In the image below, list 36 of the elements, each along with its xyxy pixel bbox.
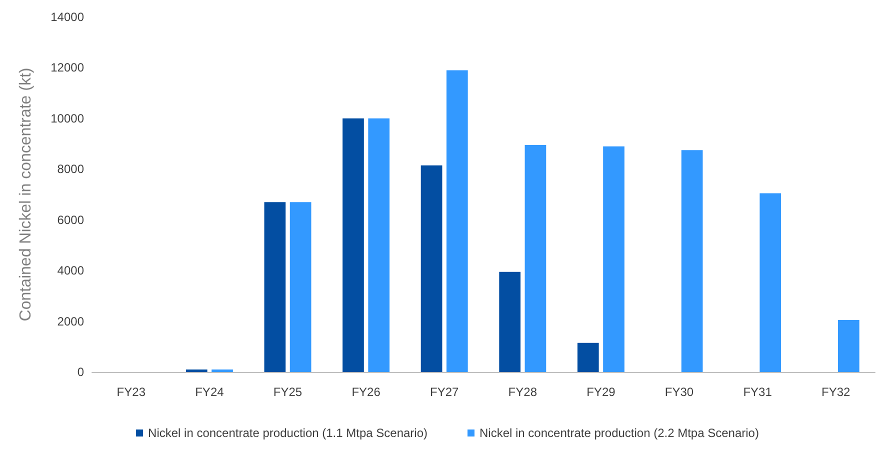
y-tick-label: 0 — [77, 365, 84, 379]
bar — [368, 118, 390, 372]
bar — [681, 150, 703, 372]
x-tick-label: FY32 — [822, 385, 851, 399]
bar — [446, 70, 468, 372]
x-tick-label: FY31 — [743, 385, 772, 399]
bar — [420, 165, 442, 372]
bar — [186, 369, 208, 372]
y-tick-label: 14000 — [50, 10, 84, 24]
bar — [212, 369, 233, 372]
y-axis-title: Contained Nickel in concentrate (kt) — [18, 68, 34, 322]
bar — [838, 320, 860, 372]
x-tick-label: FY26 — [352, 385, 381, 399]
legend-label: Nickel in concentrate production (1.1 Mtpa Scenario) — [148, 426, 428, 440]
y-tick-label: 4000 — [57, 264, 84, 278]
bar — [603, 146, 624, 372]
bar — [760, 193, 782, 372]
x-tick-label: FY30 — [664, 385, 694, 399]
x-tick-label: FY23 — [116, 385, 146, 399]
y-tick-label: 8000 — [57, 162, 84, 176]
y-tick-label: 10000 — [50, 111, 84, 126]
x-tick-label: FY25 — [273, 385, 302, 399]
x-tick-label: FY28 — [508, 385, 538, 399]
bar — [342, 118, 364, 372]
x-tick-label: FY24 — [195, 385, 224, 399]
x-tick-label: FY29 — [586, 385, 616, 399]
y-tick-label: 2000 — [57, 314, 84, 328]
bar — [577, 342, 599, 372]
x-tick-label: FY27 — [430, 385, 460, 399]
y-tick-label: 6000 — [57, 212, 84, 227]
bar — [264, 202, 286, 372]
y-tick-label: 12000 — [50, 60, 84, 75]
bar — [524, 145, 546, 372]
bar — [290, 202, 312, 372]
bar — [499, 272, 521, 372]
legend-label: Nickel in concentrate production (2.2 Mtpa Scenario) — [480, 426, 759, 440]
